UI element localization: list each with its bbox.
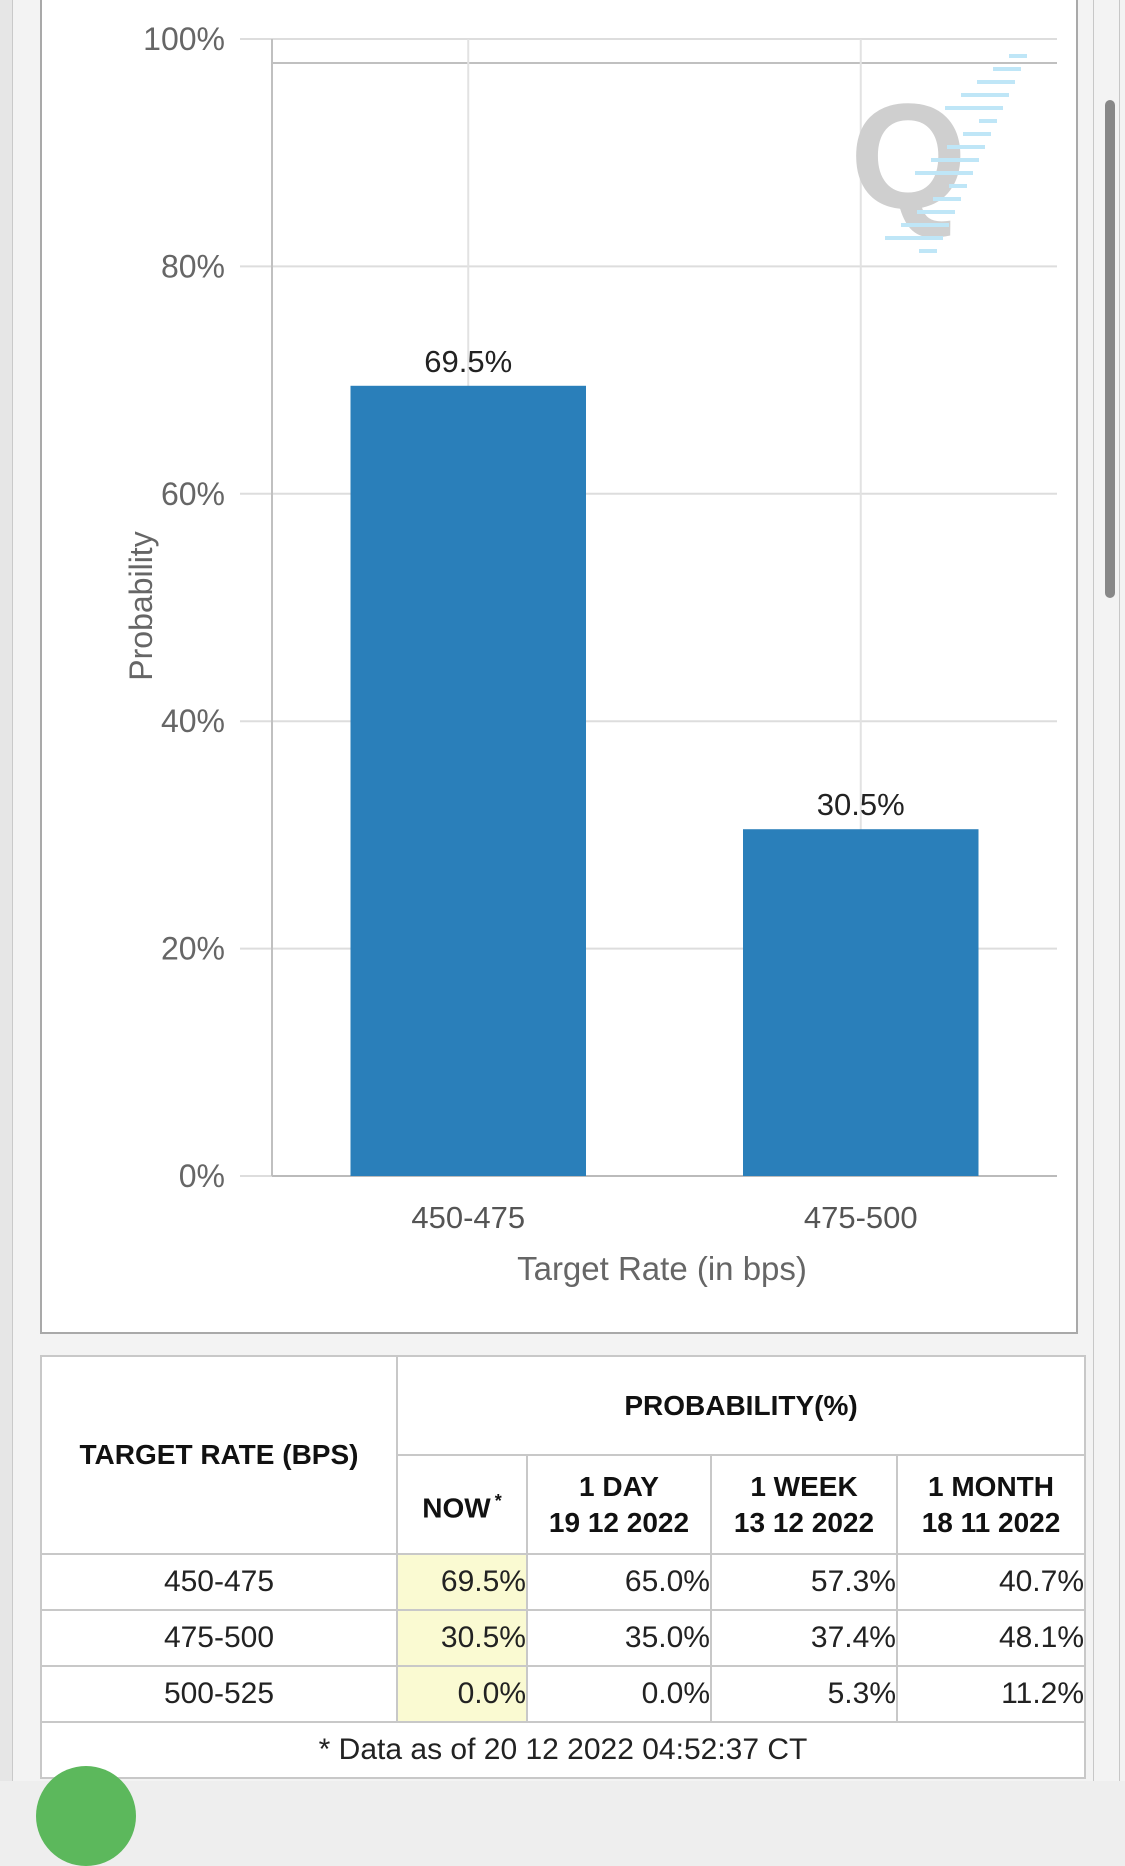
x-tick-label: 475-500 [804,1200,918,1235]
y-tick-label: 40% [161,703,225,739]
week-cell: 37.4% [710,1609,898,1667]
now-cell: 30.5% [396,1609,528,1667]
day-cell: 35.0% [526,1609,712,1667]
header-1-week-date: 13 12 2022 [733,1506,875,1538]
day-cell: 65.0% [526,1553,712,1611]
rate-cell: 475-500 [40,1609,398,1667]
data-timestamp-footnote: * Data as of 20 12 2022 04:52:37 CT [39,1721,1087,1779]
header-now-label: NOW [422,1492,491,1524]
header-now: NOW * [396,1454,528,1555]
header-1-week-label: 1 WEEK [750,1470,858,1502]
header-1-month: 1 MONTH 18 11 2022 [895,1454,1087,1555]
month-cell: 40.7% [895,1553,1087,1611]
probability-chart: Q 69.5%30.5% 0%20%40%60%80%100% 450-475 4… [123,21,1057,1287]
table-row: 475-500 30.5% 35.0% 37.4% 48.1% [40,1609,1087,1667]
header-1-day: 1 DAY 19 12 2022 [526,1454,712,1555]
header-1-week: 1 WEEK 13 12 2022 [710,1454,898,1555]
week-cell: 57.3% [710,1553,898,1611]
y-tick-label: 80% [161,248,225,284]
now-cell: 69.5% [396,1553,528,1611]
probability-table: TARGET RATE (BPS) PROBABILITY(%) NOW * 1 … [39,1355,1087,1779]
rate-cell: 450-475 [40,1553,398,1611]
rate-cell: 500-525 [40,1665,398,1723]
table-row: 500-525 0.0% 0.0% 5.3% 11.2% [40,1665,1087,1723]
svg-text:Q: Q [850,72,967,240]
y-tick-label: 20% [161,931,225,967]
table-row: 450-475 69.5% 65.0% 57.3% 40.7% [40,1553,1087,1611]
left-edge [0,0,13,1781]
chart-data-labels: 69.5% 30.5% [424,344,904,822]
chart-bars [350,385,979,1176]
x-axis-ticks: 450-475 475-500 [411,1200,917,1235]
bar-data-label: 69.5% [424,344,512,379]
y-tick-label: 0% [179,1158,225,1194]
month-cell: 11.2% [895,1665,1087,1723]
bar-450-475[interactable] [350,385,587,1176]
y-axis-label: Probability [123,531,159,680]
green-status-circle[interactable] [36,1766,136,1866]
week-cell: 5.3% [710,1665,898,1723]
bar-data-label: 30.5% [817,787,905,822]
header-1-day-date: 19 12 2022 [548,1506,690,1538]
now-cell: 0.0% [396,1665,528,1723]
x-tick-label: 450-475 [411,1200,525,1235]
header-1-day-label: 1 DAY [579,1470,659,1502]
header-1-month-date: 18 11 2022 [921,1506,1061,1538]
probability-table-wrap: TARGET RATE (BPS) PROBABILITY(%) NOW * 1 … [39,1355,1087,1779]
day-cell: 0.0% [526,1665,712,1723]
y-axis-ticks: 0% 20% 40% 60% 80% 100% [143,21,225,1194]
header-probability: PROBABILITY(%) [395,1355,1087,1456]
y-tick-label: 100% [143,21,225,57]
chart-panel: Q 69.5% 30.5% 0% 20% 40% 60% 80% 100% 450-475 4… [40,0,1078,1334]
header-target-rate: TARGET RATE (BPS) [40,1355,398,1555]
q-watermark-logo: Q [850,54,1027,253]
x-axis-label: Target Rate (in bps) [517,1250,807,1287]
month-cell: 48.1% [895,1609,1087,1667]
scrollbar-thumb[interactable] [1105,100,1115,598]
header-1-month-label: 1 MONTH [928,1470,1054,1502]
header-now-mark: * [494,1490,502,1511]
y-tick-label: 60% [161,476,225,512]
bar-475-500[interactable] [743,829,979,1176]
